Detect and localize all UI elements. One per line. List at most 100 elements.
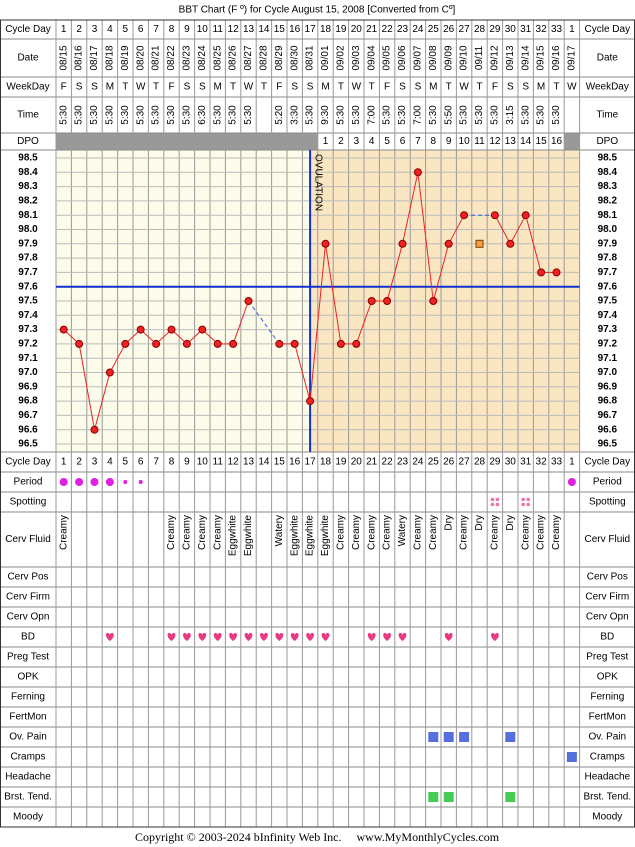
dates-cell: 09/01 — [320, 45, 331, 70]
dates-cell: 08/16 — [74, 45, 85, 70]
symptom-mark — [443, 732, 454, 742]
temp-point — [367, 297, 376, 305]
weekdays-cell: T — [261, 82, 267, 93]
y-tick-label: 96.8 — [598, 396, 618, 407]
row-label: Cerv Pos — [587, 572, 628, 583]
times-cell: 5:30 — [428, 105, 439, 125]
bd-mark — [290, 632, 299, 641]
y-tick-label: 96.7 — [598, 410, 618, 421]
dpo-cell: 12 — [489, 136, 501, 147]
cycle_days-cell: 6 — [138, 457, 144, 468]
spotting-mark — [495, 497, 500, 502]
temp-line — [109, 343, 126, 373]
weekdays-cell: F — [384, 82, 390, 93]
temp-point — [198, 325, 207, 334]
cycle_days-cell: 9 — [184, 24, 190, 35]
times-cell: 6:30 — [197, 105, 208, 125]
temp-point — [167, 325, 176, 334]
times-cell: 5:30 — [135, 105, 146, 125]
cycle_days-cell: 10 — [197, 24, 209, 35]
weekdays-cell: T — [476, 82, 482, 93]
dates-cell: 09/14 — [520, 45, 531, 70]
weekdays-cell: F — [168, 82, 174, 93]
row-label: Time — [17, 110, 39, 121]
weekdays-cell: S — [291, 82, 298, 93]
cycle_days-cell: 14 — [258, 457, 270, 468]
temp-point — [321, 239, 330, 248]
cycle_days-cell: 33 — [551, 24, 563, 35]
weekdays-cell: W — [244, 82, 254, 93]
cycle_days-cell: 28 — [474, 24, 486, 35]
weekdays-cell: T — [153, 82, 159, 93]
y-tick-label: 98.0 — [18, 224, 38, 235]
y-tick-label: 98.2 — [18, 196, 38, 207]
cycle_days-cell: 23 — [397, 457, 409, 468]
dpo-empty-cell — [179, 133, 195, 150]
row-label: Preg Test — [7, 652, 49, 663]
symptom-mark — [505, 792, 516, 802]
times-cell: 5:30 — [520, 105, 531, 125]
row-label: Moody — [592, 812, 622, 823]
dates-cell: 08/21 — [151, 45, 162, 70]
y-tick-label: 97.7 — [598, 267, 618, 278]
temp-line — [402, 172, 419, 244]
temp-line — [232, 300, 249, 345]
cerv-fluid-text: Creamy — [182, 515, 193, 550]
temp-line — [417, 172, 434, 302]
cycle_days-cell: 17 — [305, 457, 317, 468]
row-label: Ferning — [590, 692, 624, 703]
weekdays-cell: F — [61, 82, 67, 93]
cycle_days-cell: 15 — [274, 24, 286, 35]
symptom-mark — [566, 752, 577, 762]
cycle_days-cell: 13 — [243, 24, 255, 35]
y-tick-label: 97.0 — [18, 367, 38, 378]
cycle_days-cell: 14 — [258, 24, 270, 35]
row-label: Time — [596, 110, 618, 121]
times-cell: 5:30 — [166, 105, 177, 125]
ovulation-annotation: OVULATION — [312, 154, 323, 211]
temp-line — [432, 243, 450, 302]
bd-mark — [491, 632, 499, 641]
times-cell: 5:20 — [274, 105, 285, 125]
bd-mark — [167, 632, 176, 641]
bd-mark — [244, 632, 253, 641]
cerv-fluid-text: Creamy — [382, 515, 393, 550]
weekdays-cell: M — [537, 82, 545, 93]
dpo-empty-cell — [71, 133, 87, 150]
temp-line — [309, 243, 326, 402]
temp-point — [59, 325, 68, 334]
times-cell: 5:30 — [382, 105, 393, 125]
weekdays-cell: S — [307, 82, 314, 93]
cerv-fluid-text: Dry — [443, 515, 454, 531]
cerv-fluid-text: Eggwhite — [243, 515, 254, 557]
cerv-fluid-text: Creamy — [536, 515, 547, 550]
row-label: Cerv Opn — [7, 612, 50, 623]
cycle_days-cell: 19 — [335, 457, 347, 468]
row-label: OPK — [597, 672, 618, 683]
temp-line — [78, 343, 95, 430]
y-tick-label: 98.4 — [18, 167, 38, 178]
cycle_days-cell: 29 — [489, 24, 501, 35]
period-mark — [59, 478, 68, 486]
y-tick-label: 97.1 — [598, 353, 618, 364]
weekdays-cell: S — [76, 82, 83, 93]
cycle_days-cell: 19 — [335, 24, 347, 35]
temp-point — [182, 339, 191, 348]
bd-mark — [106, 632, 114, 641]
dates-cell: 08/23 — [182, 45, 193, 70]
y-tick-label: 97.3 — [598, 324, 618, 335]
weekdays-cell: T — [446, 82, 452, 93]
cycle_days-cell: 33 — [551, 457, 563, 468]
cycle_days-cell: 18 — [320, 24, 332, 35]
dpo-empty-cell — [287, 133, 303, 150]
cerv-fluid-text: Dry — [505, 515, 516, 531]
row-label: Cerv Fluid — [585, 534, 631, 545]
row-label: Brst. Tend. — [583, 792, 631, 803]
spotting-mark — [495, 502, 500, 507]
weekdays-cell: S — [184, 82, 191, 93]
y-tick-label: 96.5 — [598, 439, 618, 450]
cerv-fluid-text: Watery — [397, 515, 408, 546]
dpo-cell: 2 — [338, 136, 344, 147]
symptom-mark — [428, 732, 439, 742]
